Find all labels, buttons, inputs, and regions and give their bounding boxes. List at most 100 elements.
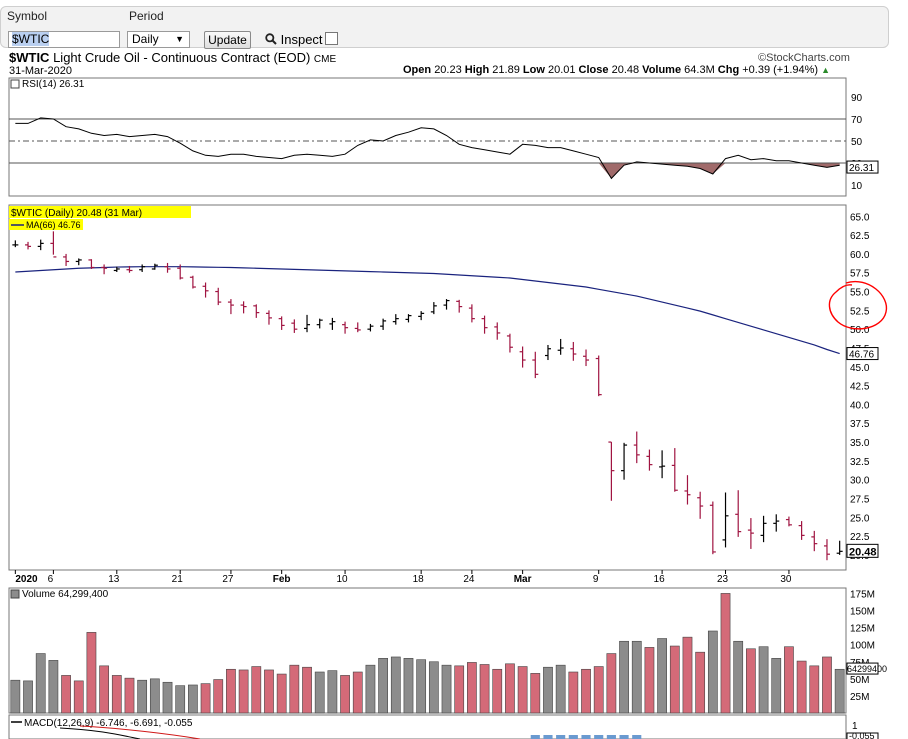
volume-bar xyxy=(784,646,794,714)
price-tick-label: 37.5 xyxy=(850,419,870,430)
volume-bar xyxy=(289,664,300,714)
volume-legend: Volume 64,299,400 xyxy=(10,589,109,600)
x-tick-label: 21 xyxy=(172,574,184,585)
ohlc-bar xyxy=(747,518,754,549)
macd-tick-label: 1 xyxy=(852,721,858,732)
last-price-box xyxy=(846,543,879,558)
ohlc-bar xyxy=(595,355,602,397)
x-tick-label: Mar xyxy=(514,574,532,585)
macd-histogram-bar xyxy=(619,735,629,739)
ohlc-bar xyxy=(798,521,805,540)
volume-bar xyxy=(213,679,224,714)
header-date: 31-Mar-2020 xyxy=(9,65,72,77)
ohlc-bar xyxy=(519,346,526,368)
ohlc-bar xyxy=(151,263,158,270)
ohlc-bar xyxy=(342,321,349,334)
brand-logo[interactable]: ©StockCharts.com xyxy=(758,52,850,64)
inspect-toggle[interactable]: Inspect xyxy=(265,32,323,47)
volume-bar xyxy=(454,665,465,714)
volume-bar xyxy=(758,646,769,714)
ohlc-bar xyxy=(532,351,539,379)
volume-bar xyxy=(682,636,693,714)
price-legend: $WTIC (Daily) 20.48 (31 Mar)MA(66) 46.76 xyxy=(9,206,191,230)
ohlc-bar xyxy=(557,338,564,355)
price-tick-label: 62.5 xyxy=(850,231,870,242)
volume-bar xyxy=(657,638,667,714)
x-tick-label: 10 xyxy=(337,574,349,585)
macd-last-value-label: -0.055 xyxy=(849,731,875,739)
price-tick-label: 22.5 xyxy=(850,532,870,543)
rsi-panel-frame xyxy=(8,77,847,197)
volume-tick-label: 125M xyxy=(850,624,875,635)
ohlc-bar xyxy=(684,475,691,505)
volume-bar xyxy=(162,681,173,714)
price-tick-label: 30.0 xyxy=(850,476,870,487)
volume-bar xyxy=(137,679,148,714)
volume-bar xyxy=(264,669,274,714)
volume-bar xyxy=(581,668,591,714)
volume-bar xyxy=(35,653,46,714)
annotation-circle xyxy=(828,280,888,330)
rsi-tick-label: 10 xyxy=(851,181,863,192)
macd-histogram-bar xyxy=(543,735,553,739)
ohlc-bar xyxy=(773,514,780,532)
close-label: Close xyxy=(578,64,609,76)
volume-bar xyxy=(441,664,452,714)
inspect-checkbox[interactable] xyxy=(325,32,338,45)
volume-bar xyxy=(606,653,617,714)
ohlc-bar xyxy=(608,441,615,501)
x-tick-label: 13 xyxy=(108,574,120,585)
ohlc-bar xyxy=(823,539,830,561)
x-tick-label: Feb xyxy=(273,574,291,585)
price-legend-text: $WTIC (Daily) 20.48 (31 Mar) xyxy=(11,208,142,219)
rsi-legend: RSI(14) 26.31 xyxy=(10,79,85,90)
open-value: 20.23 xyxy=(434,64,462,76)
period-select-value[interactable]: Daily xyxy=(132,32,159,46)
symbol-input-value[interactable]: $WTIC xyxy=(12,32,50,46)
ohlc-bar xyxy=(583,349,590,367)
price-tick-label: 45.0 xyxy=(850,363,870,374)
ohlc-bar xyxy=(671,448,678,492)
triangle-up-icon: ▲ xyxy=(821,65,831,75)
volume-bar xyxy=(822,656,832,714)
volume-bar xyxy=(378,658,388,714)
ohlc-bar xyxy=(405,314,412,323)
ohlc-bar xyxy=(468,304,475,323)
rsi-tick-label: 90 xyxy=(851,93,863,104)
price-legend-highlight xyxy=(9,206,191,218)
ohlc-bar xyxy=(354,322,361,333)
ohlc-bar xyxy=(12,240,19,248)
volume-bar xyxy=(428,661,439,714)
volume-bar xyxy=(644,647,655,714)
macd-histogram-bar xyxy=(581,735,591,739)
volume-bar xyxy=(314,671,325,714)
symbol-input[interactable]: $WTIC xyxy=(8,31,120,48)
close-value: 20.48 xyxy=(611,64,640,76)
chart-toolbar: Symbol $WTIC Period Daily ▼ Update Inspec… xyxy=(0,6,889,49)
volume-bar xyxy=(568,671,579,714)
volume-bar xyxy=(834,668,845,714)
rsi-tick-label: 50 xyxy=(851,137,863,148)
volume-tick-label: 150M xyxy=(850,607,875,618)
inspect-label[interactable]: Inspect xyxy=(280,32,323,47)
volume-bar xyxy=(302,666,312,714)
volume-bar xyxy=(86,632,97,714)
chg-value: +0.39 (+1.94%) xyxy=(742,64,819,76)
chevron-down-icon[interactable]: ▼ xyxy=(175,34,184,44)
volume-bar xyxy=(124,677,135,714)
volume-bar xyxy=(99,665,109,714)
period-select[interactable]: Daily ▼ xyxy=(127,31,190,48)
update-button[interactable]: Update xyxy=(204,31,251,49)
ohlc-bar xyxy=(265,310,272,325)
low-label: Low xyxy=(522,64,545,76)
macd-panel-frame xyxy=(8,714,847,739)
rsi-legend-text: RSI(14) 26.31 xyxy=(22,79,85,90)
volume-bar xyxy=(251,666,262,714)
volume-bar xyxy=(619,640,629,714)
ohlc-bar xyxy=(506,333,513,353)
ohlc-bar xyxy=(380,318,387,330)
symbol-label: Symbol xyxy=(7,9,48,23)
volume-bar xyxy=(720,593,731,714)
search-icon[interactable] xyxy=(265,33,277,45)
volume-bar xyxy=(492,668,503,714)
